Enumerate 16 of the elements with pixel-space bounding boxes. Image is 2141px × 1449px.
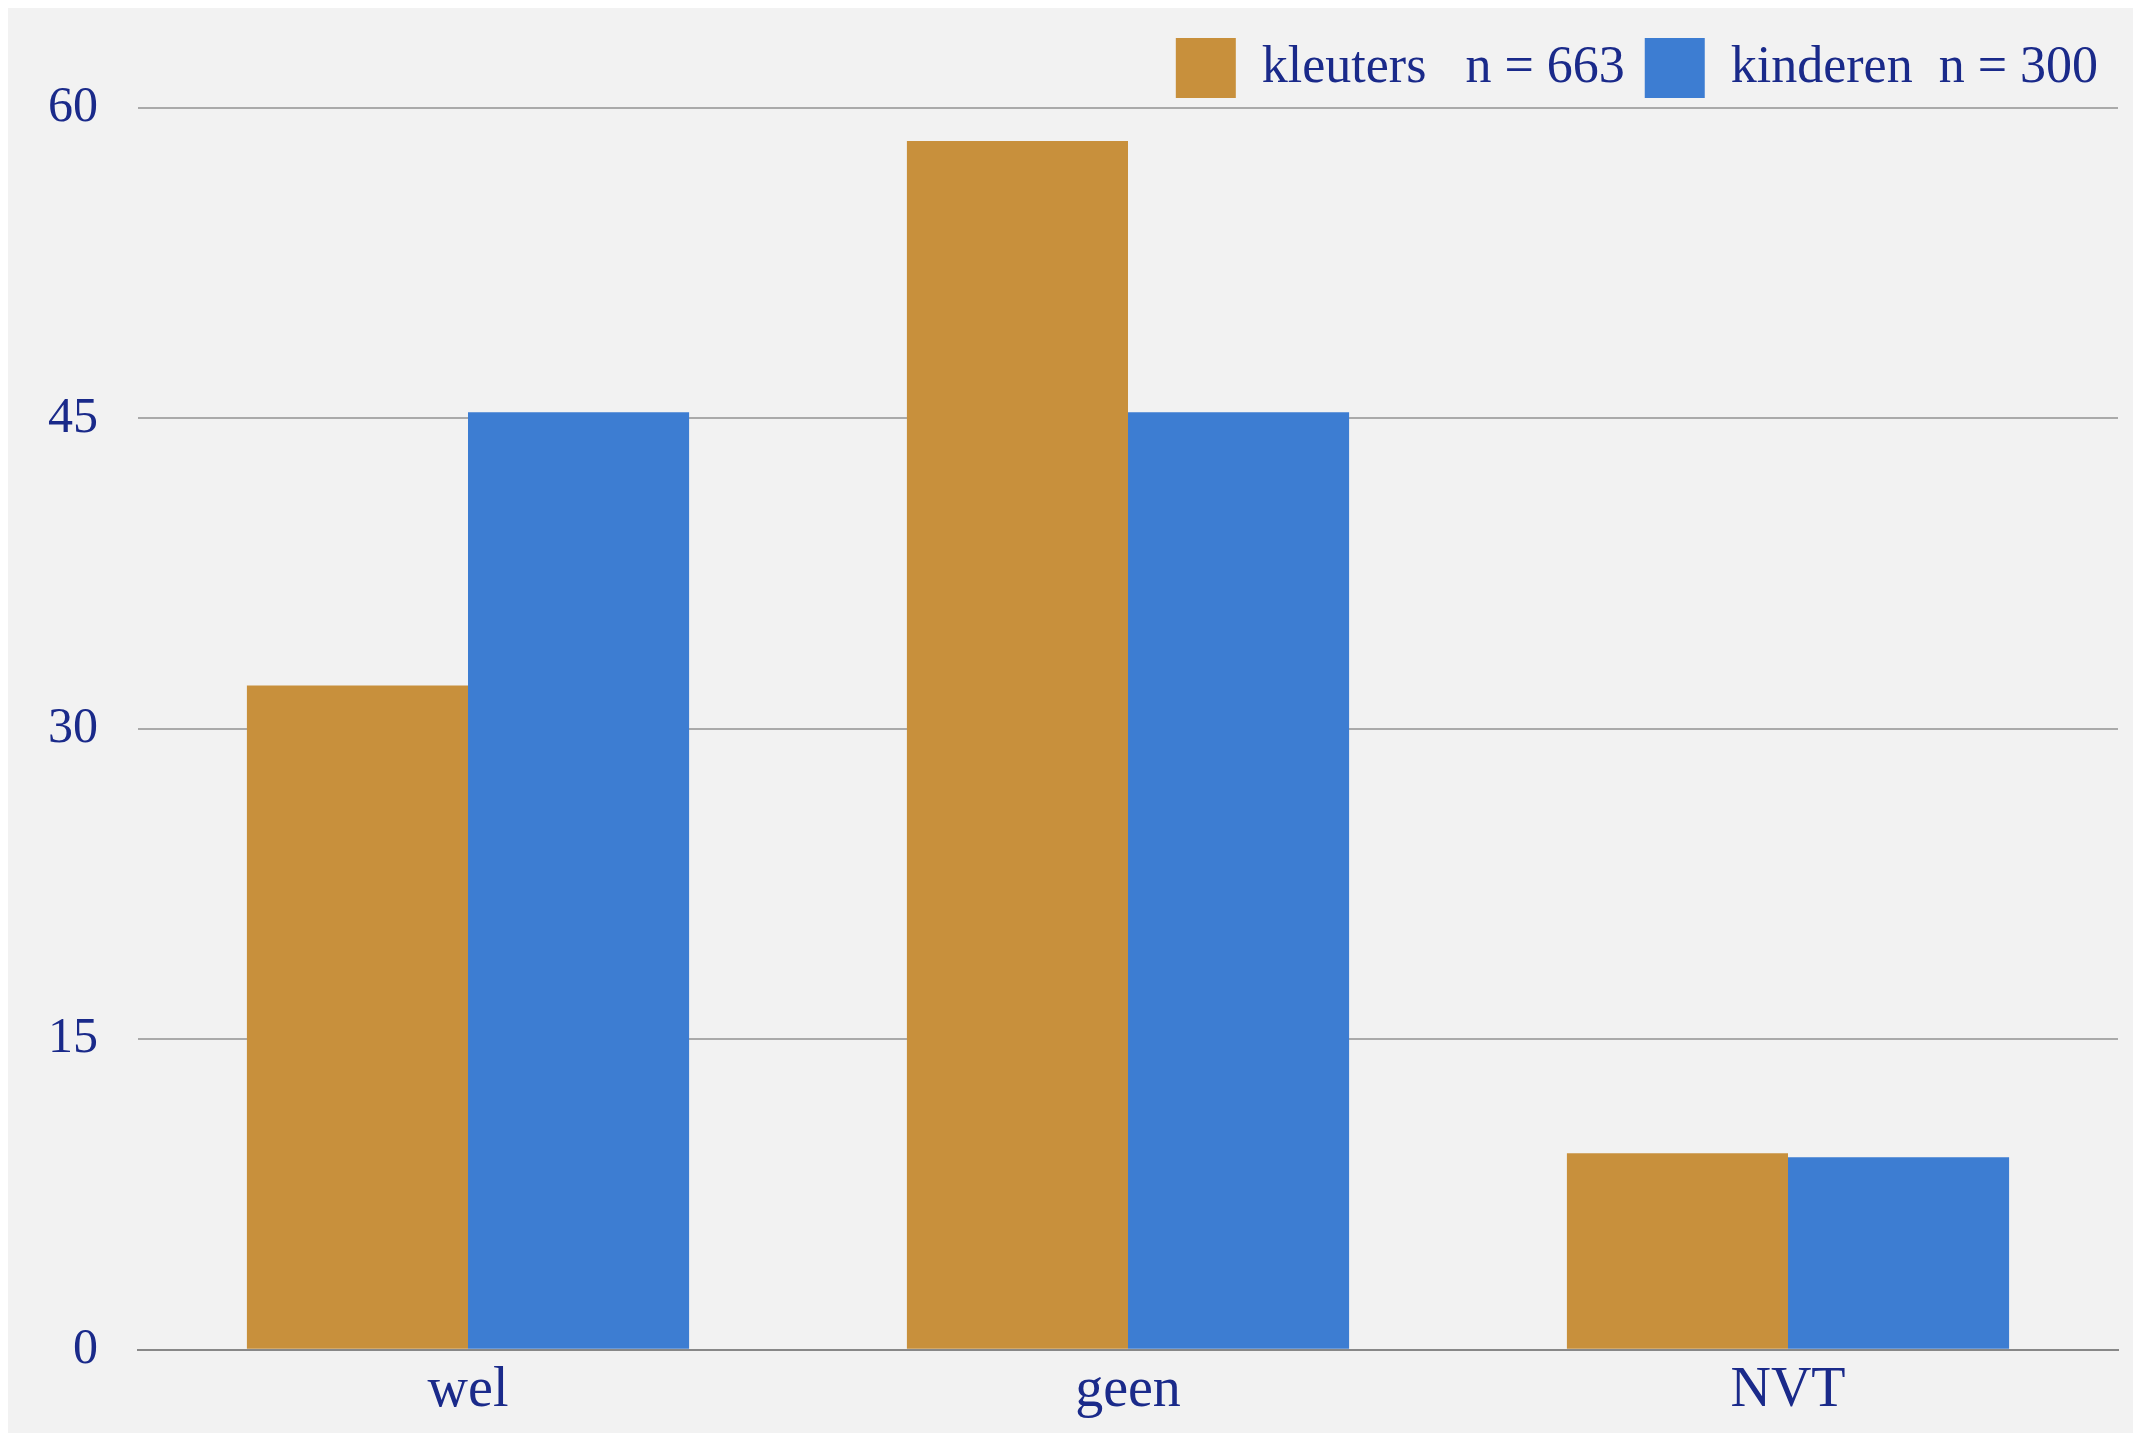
y-tick-label: 30 bbox=[48, 697, 98, 754]
y-tick-label: 0 bbox=[73, 1317, 98, 1374]
x-tick-label: wel bbox=[427, 1356, 509, 1419]
bar bbox=[906, 141, 1128, 1349]
legend-label: kinderen n = 300 bbox=[1730, 35, 2098, 93]
bar bbox=[1566, 1153, 1788, 1349]
bar bbox=[1128, 412, 1350, 1349]
x-tick-label: NVT bbox=[1730, 1356, 1846, 1419]
y-tick-label: 45 bbox=[48, 386, 98, 443]
x-tick-label: geen bbox=[1075, 1356, 1181, 1419]
y-tick-label: 60 bbox=[48, 76, 98, 133]
y-tick-label: 15 bbox=[48, 1007, 98, 1064]
bar bbox=[468, 412, 690, 1349]
bar bbox=[246, 685, 468, 1349]
legend-label: kleuters n = 663 bbox=[1261, 35, 1625, 93]
bar bbox=[1788, 1157, 2010, 1349]
